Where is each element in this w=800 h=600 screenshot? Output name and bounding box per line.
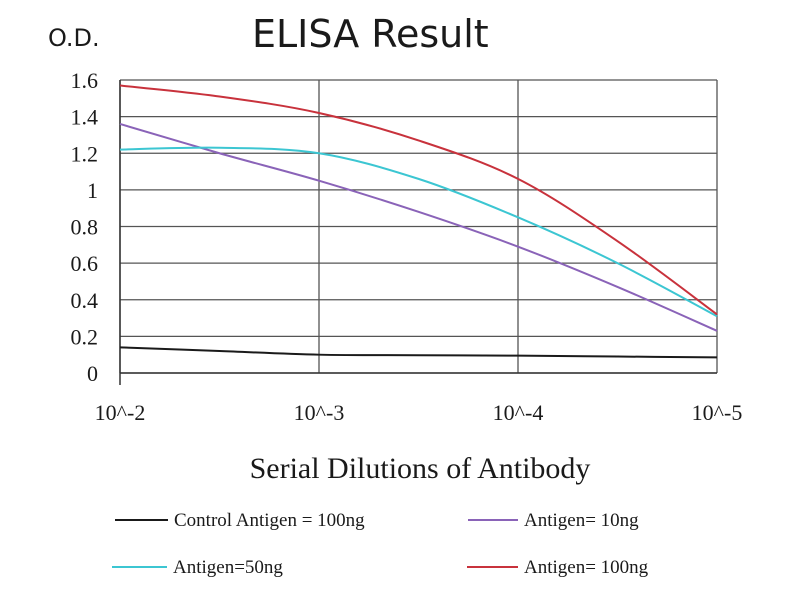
x-tick-label: 10^-2	[95, 400, 146, 425]
y-axis-label: O.D.	[48, 24, 100, 52]
legend-item: Antigen= 100ng	[467, 557, 649, 578]
x-tick-label: 10^-3	[294, 400, 345, 425]
y-tick-label: 0.6	[71, 251, 99, 276]
plot-area: 0 0.2 0.4 0.6 0.8 1 1.2 1.4 1.6 10^-2 10^-3 10^-4 10…	[71, 68, 743, 425]
x-axis-label: Serial Dilutions of Antibody	[250, 452, 591, 485]
y-tick-label: 1.4	[71, 105, 99, 130]
chart-title: ELISA Result	[252, 12, 489, 56]
y-tick-label: 1.6	[71, 68, 99, 93]
legend-item: Antigen=50ng	[112, 557, 283, 578]
y-tick-label: 0.8	[71, 215, 99, 240]
y-tick-label: 0	[87, 361, 98, 386]
legend: Control Antigen = 100ng Antigen= 10ng Anti…	[112, 510, 649, 578]
series-line-0	[119, 346, 718, 359]
series-line-1	[119, 122, 718, 332]
legend-item: Control Antigen = 100ng	[115, 510, 365, 531]
legend-label: Antigen=50ng	[173, 557, 283, 578]
y-tick-label: 1.2	[71, 141, 99, 166]
x-tick-label: 10^-4	[493, 400, 544, 425]
legend-item: Antigen= 10ng	[468, 510, 639, 531]
legend-label: Antigen= 100ng	[524, 557, 649, 578]
y-tick-label: 0.4	[71, 288, 99, 313]
series-line-2	[119, 146, 718, 318]
legend-label: Control Antigen = 100ng	[174, 510, 365, 531]
series-line-3	[119, 84, 718, 316]
legend-label: Antigen= 10ng	[524, 510, 639, 531]
y-tick-label: 0.2	[71, 324, 99, 349]
x-tick-label: 10^-5	[692, 400, 743, 425]
y-tick-label: 1	[87, 178, 98, 203]
